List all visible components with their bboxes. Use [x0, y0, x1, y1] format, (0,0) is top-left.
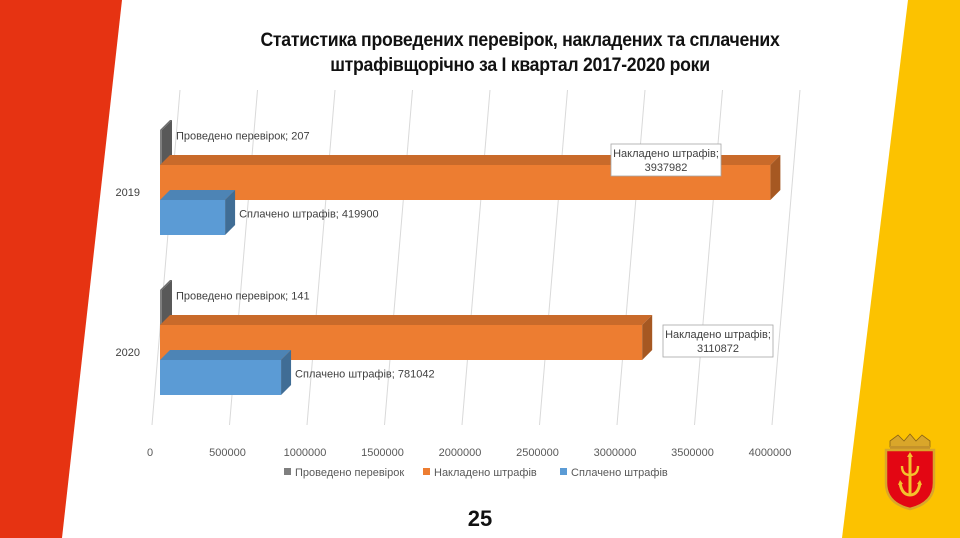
bar-side-face: [770, 155, 781, 200]
legend-swatch: [284, 468, 291, 475]
data-label: Проведено перевірок; 207: [176, 131, 310, 143]
bar-side-face: [642, 315, 653, 360]
gridline: [306, 89, 336, 426]
data-label: 3937982: [645, 162, 688, 174]
bar-top-face: [160, 280, 172, 290]
x-tick-label: 3000000: [594, 447, 637, 459]
data-label: 3110872: [697, 343, 739, 355]
gridline: [539, 89, 568, 426]
page-number: 25: [467, 506, 493, 531]
x-tick-label: 0: [147, 447, 153, 459]
bar-top-face: [160, 120, 172, 130]
bar-side-face: [162, 120, 172, 165]
x-tick-label: 1500000: [361, 447, 404, 459]
gridline: [771, 89, 801, 426]
category-label: 2019: [116, 187, 140, 199]
data-label: Накладено штрафів;: [613, 148, 719, 160]
legend-label: Накладено штрафів: [434, 467, 537, 479]
bar-top-face: [160, 350, 292, 360]
x-tick-label: 2000000: [439, 447, 482, 459]
data-label: Проведено перевірок; 141: [176, 291, 310, 303]
right-yellow-band: [842, 0, 960, 538]
data-label: Сплачено штрафів; 419900: [239, 209, 379, 221]
bar-top-face: [160, 190, 236, 200]
odesa-coat-of-arms-icon: [884, 433, 936, 511]
title-line-2: штрафівщорічно за І квартал 2017-2020 ро…: [330, 55, 710, 76]
left-red-band: [0, 0, 122, 538]
bar-Проведено перевірок: [160, 290, 162, 325]
slide-title: Статистика проведених перевірок, накладе…: [204, 28, 836, 78]
title-line-1: Статистика проведених перевірок, накладе…: [260, 30, 780, 51]
gridline: [616, 89, 646, 426]
category-label: 2020: [116, 347, 140, 359]
legend-swatch: [423, 468, 430, 475]
legend-swatch: [560, 468, 567, 475]
bar-top-face: [160, 315, 653, 325]
bar-Сплачено штрафів: [160, 200, 226, 235]
gridline: [461, 89, 491, 426]
data-label: Накладено штрафів;: [665, 329, 771, 341]
legend-label: Сплачено штрафів: [571, 467, 668, 479]
gridline: [151, 89, 181, 426]
data-label-box: [610, 143, 722, 177]
gridline: [694, 89, 723, 426]
x-tick-label: 3500000: [671, 447, 714, 459]
bar-Сплачено штрафів: [160, 360, 282, 395]
bar-side-face: [162, 280, 172, 325]
x-tick-label: 4000000: [749, 447, 792, 459]
x-tick-label: 500000: [209, 447, 246, 459]
data-label-box: [662, 324, 774, 358]
gridline: [384, 89, 413, 426]
x-tick-label: 1000000: [284, 447, 327, 459]
x-tick-label: 2500000: [516, 447, 559, 459]
legend-label: Проведено перевірок: [295, 467, 404, 479]
bar-side-face: [281, 350, 292, 395]
bar-Проведено перевірок: [160, 130, 162, 165]
bar-side-face: [225, 190, 236, 235]
data-label: Сплачено штрафів; 781042: [295, 369, 435, 381]
